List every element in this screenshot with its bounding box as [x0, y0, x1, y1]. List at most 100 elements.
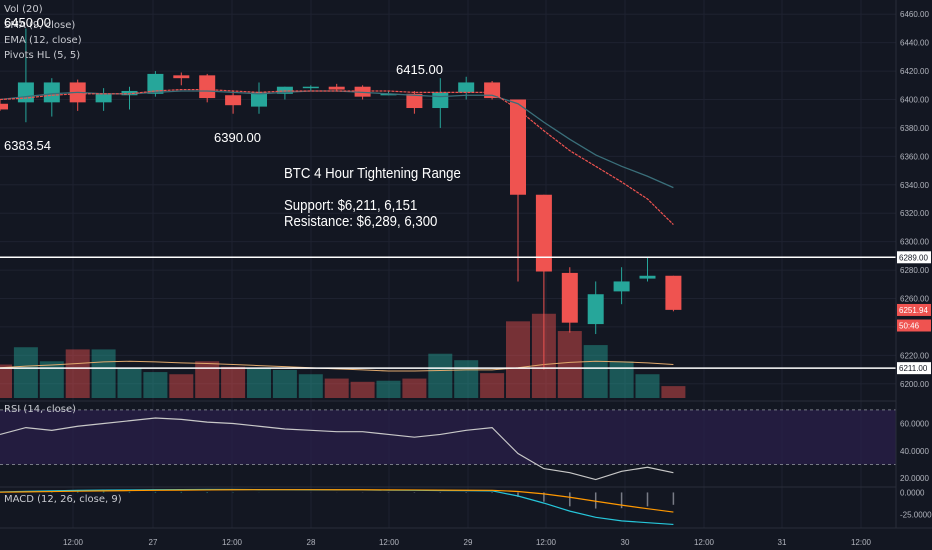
price-tick-label: 6300.00: [900, 238, 929, 247]
time-tick-label: 31: [778, 538, 787, 547]
moving-average-lines: [0, 88, 675, 526]
horizontal-levels[interactable]: [0, 256, 896, 369]
price-tick-label: 6380.00: [900, 124, 929, 133]
volume-bar: [0, 364, 12, 398]
time-tick-label: 12:00: [536, 538, 557, 547]
price-tick-label: 6340.00: [900, 181, 929, 190]
pivot-high-label: 6450.00: [4, 15, 51, 30]
level-price-tag-label: 6211.00: [899, 364, 928, 373]
annotation-support: Support: $6,211, 6,151: [284, 197, 418, 214]
volume-bar: [376, 380, 401, 398]
macd-tick-label: 0.0000: [900, 488, 925, 497]
level-price-tag[interactable]: [897, 362, 931, 375]
volume-bar: [557, 331, 582, 398]
price-tick-label: 6440.00: [900, 39, 929, 48]
time-tick-label: 12:00: [851, 538, 872, 547]
candle-body[interactable]: [432, 92, 449, 109]
rsi-tick-label: 60.0000: [900, 420, 929, 429]
volume-bar: [506, 321, 530, 398]
price-axis[interactable]: 6460.00 6440.00 6420.00 6400.00 6380.00 6360.…: [895, 0, 932, 528]
annotation-title: BTC 4 Hour Tightening Range: [284, 165, 461, 182]
volume-bar: [609, 361, 634, 398]
rsi-line: [0, 417, 674, 481]
volume-bar: [480, 373, 505, 398]
volume-bar: [221, 366, 246, 398]
pivots-indicator-label[interactable]: Pivots HL (5, 5): [4, 50, 81, 61]
macd-indicator-label[interactable]: MACD (12, 26, close, 9): [4, 494, 122, 505]
candle-body[interactable]: [225, 95, 242, 106]
time-tick-label: 30: [621, 538, 630, 547]
volume-bar: [635, 374, 660, 398]
candle-body[interactable]: [251, 92, 267, 107]
candle-body[interactable]: [639, 275, 656, 279]
candle-body[interactable]: [510, 99, 526, 195]
volume-bar: [143, 372, 168, 398]
volume-bar: [91, 349, 116, 398]
volume-bar: [169, 374, 194, 398]
ema-indicator-label[interactable]: EMA (12, close): [4, 35, 82, 46]
candle-body[interactable]: [484, 82, 501, 99]
candle-body[interactable]: [147, 73, 164, 94]
pivot-low-label: 6383.54: [4, 138, 51, 153]
volume-bar: [13, 347, 38, 398]
price-tick-label: 6320.00: [900, 209, 929, 218]
volume-bar: [661, 386, 686, 398]
candle-body[interactable]: [458, 82, 475, 93]
price-tick-label: 6360.00: [900, 152, 929, 161]
rsi-tick-label: 40.0000: [900, 447, 929, 456]
candle-body[interactable]: [328, 86, 345, 90]
signal-line: [0, 489, 674, 513]
candle-body[interactable]: [587, 294, 604, 325]
annotation-resistance: Resistance: $6,289, 6,300: [284, 213, 438, 230]
candle-body[interactable]: [535, 194, 552, 272]
time-tick-label: 29: [464, 538, 473, 547]
volume-bar: [65, 349, 90, 398]
time-tick-label: 12:00: [63, 538, 84, 547]
volume-bar: [39, 361, 64, 398]
price-tag[interactable]: [897, 303, 931, 316]
time-axis[interactable]: 12:00 27 12:00 28 12:00 29 12:00 30 12:00 31 12:00: [0, 527, 932, 547]
price-tick-label: 6220.00: [900, 351, 929, 360]
candle-body[interactable]: [173, 75, 190, 79]
ema-line: [0, 88, 674, 226]
price-tick-label: 6280.00: [900, 266, 929, 275]
candle-body[interactable]: [302, 86, 319, 89]
price-tick-label: 6400.00: [900, 96, 929, 105]
price-tag[interactable]: [897, 319, 931, 332]
level-price-tag[interactable]: [897, 251, 931, 264]
time-tick-label: 12:00: [222, 538, 243, 547]
candle-body[interactable]: [199, 75, 216, 99]
volume-indicator-label[interactable]: Vol (20): [4, 4, 43, 15]
level-price-tag-label: 6289.00: [899, 253, 928, 262]
candle-body[interactable]: [121, 90, 138, 96]
volume-bar: [247, 367, 271, 398]
candle-body[interactable]: [613, 281, 630, 292]
candle-body[interactable]: [43, 82, 60, 103]
rsi-indicator-label[interactable]: RSI (14, close): [4, 404, 77, 415]
volume-bar: [272, 369, 297, 398]
rsi-band-fill: [0, 409, 896, 465]
volume-bar: [195, 361, 220, 398]
volume-bar: [583, 345, 608, 398]
time-tick-label: 28: [307, 538, 316, 547]
candle-body[interactable]: [17, 82, 34, 103]
candle-body[interactable]: [0, 103, 8, 110]
rsi-tick-label: 20.0000: [900, 474, 929, 483]
sma-indicator-label[interactable]: SMA (9, close): [4, 20, 76, 31]
candle-body[interactable]: [354, 86, 371, 97]
candle-body[interactable]: [561, 272, 578, 323]
candle-body[interactable]: [665, 275, 682, 310]
candle-body[interactable]: [380, 93, 397, 96]
candle-body[interactable]: [276, 86, 293, 94]
volume-bar: [117, 367, 142, 398]
price-tag-label: 6251.94: [899, 306, 928, 315]
candles[interactable]: [0, 28, 682, 370]
macd-tick-label: -25.0000: [900, 511, 932, 520]
volume-bar: [298, 374, 323, 398]
price-axis-background: [896, 0, 932, 528]
price-tick-label: 6260.00: [900, 295, 929, 304]
candle-body[interactable]: [406, 93, 423, 109]
candle-body[interactable]: [95, 93, 112, 103]
volume-bar: [350, 381, 375, 398]
